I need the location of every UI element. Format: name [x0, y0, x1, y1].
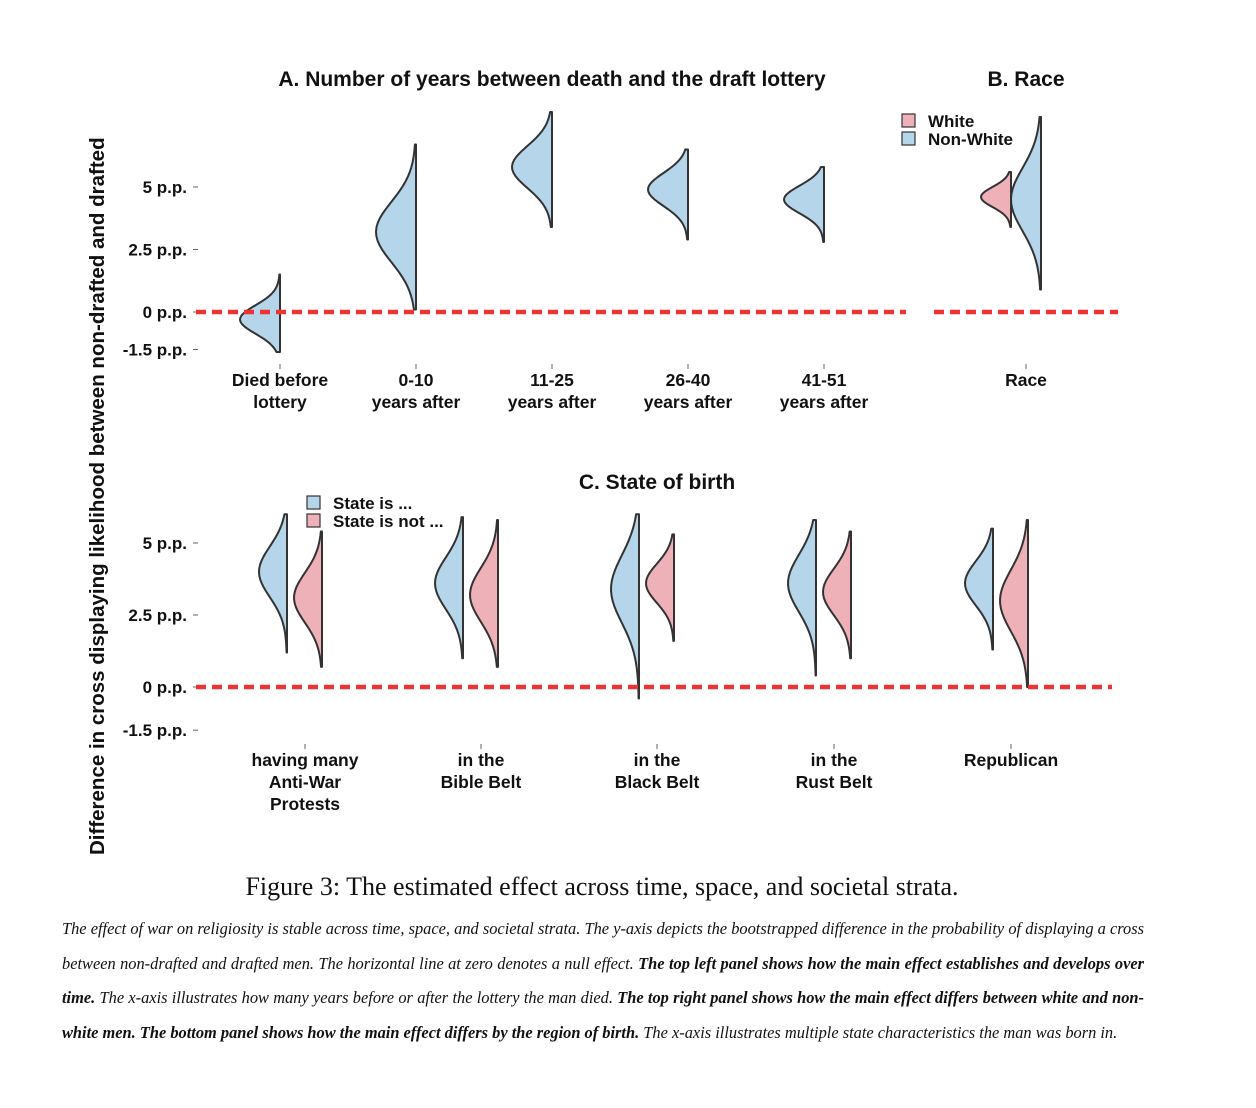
- panel-c-violin: [258, 513, 288, 654]
- panel-a-violin: [647, 148, 689, 241]
- panel-a-x-tick-label: 26-40: [666, 370, 711, 390]
- panel-c-violin: [645, 533, 675, 642]
- panel-c-state-of-birth: 5 p.p. 2.5 p.p. 0 p.p. -1.5 p.p. having many…: [123, 513, 1112, 814]
- panel-a-violin: [375, 143, 417, 311]
- legend-state: State is ... State is not ...: [306, 494, 444, 531]
- panel-c-x-tick-label: Black Belt: [615, 772, 700, 792]
- panel-c-y-tick-label: 2.5 p.p.: [128, 606, 187, 625]
- figure-caption-title: Figure 3: The estimated effect across ti…: [245, 872, 959, 901]
- legend-nonwhite-swatch: [901, 131, 916, 146]
- panel-c-x-tick-label: in the: [634, 750, 681, 770]
- panel-a-time: 5 p.p. 2.5 p.p. 0 p.p. -1.5 p.p. Died before…: [123, 111, 906, 412]
- y-axis-label: Difference in cross displaying likelihoo…: [86, 137, 109, 855]
- panel-b-violin: [1010, 116, 1042, 291]
- caption-text-3: The x-axis illustrates multiple state ch…: [639, 1022, 1118, 1042]
- legend-state-is-not-swatch: [306, 513, 321, 528]
- panel-a-x-tick-label: 0-10: [398, 370, 433, 390]
- panel-a-x-tick-label: Died before: [232, 370, 329, 390]
- legend-race: White Non-White: [901, 112, 1013, 149]
- figure-caption-body: The effect of war on religiosity is stab…: [62, 912, 1144, 1050]
- panel-b-title: B. Race: [987, 68, 1064, 91]
- panel-c-x-tick-label: Bible Belt: [441, 772, 522, 792]
- caption-text-2: The x-axis illustrates how many years be…: [95, 988, 618, 1007]
- panel-c-violin: [610, 513, 640, 700]
- panel-a-x-tick-label: 41-51: [802, 370, 847, 390]
- panel-c-x-tick-label: in the: [458, 750, 505, 770]
- legend-state-is-not-label: State is not ...: [333, 512, 444, 531]
- panel-c-y-tick-label: 5 p.p.: [143, 534, 187, 553]
- panel-b-x-tick-label: Race: [1005, 370, 1047, 390]
- panel-a-y-tick-label: 0 p.p.: [143, 303, 187, 322]
- panel-c-x-tick-label: Anti-War: [269, 772, 341, 792]
- panel-a-y-tick-label: -1.5 p.p.: [123, 341, 187, 360]
- panel-c-x-tick-label: Republican: [964, 750, 1058, 770]
- panel-a-x-tick-label: years after: [508, 392, 597, 412]
- panel-b-violin: [980, 171, 1012, 228]
- panel-a-x-tick-label: years after: [780, 392, 869, 412]
- panel-c-violin: [964, 527, 994, 651]
- panel-c-x-tick-label: having many: [252, 750, 359, 770]
- legend-nonwhite-label: Non-White: [928, 130, 1013, 149]
- panel-a-violin: [783, 166, 825, 243]
- panel-c-x-tick-label: Protests: [270, 794, 340, 814]
- legend-state-is-label: State is ...: [333, 494, 412, 513]
- panel-a-x-tick-label: years after: [372, 392, 461, 412]
- panel-a-x-tick-label: years after: [644, 392, 733, 412]
- legend-state-is-swatch: [306, 495, 321, 510]
- caption-bold-2: The top right panel shows how the main e…: [62, 988, 1144, 1042]
- panel-a-y-tick-label: 5 p.p.: [143, 178, 187, 197]
- figure-chart: 5 p.p. 2.5 p.p. 0 p.p. -1.5 p.p. Died before…: [86, 68, 1118, 855]
- panel-c-x-tick-label: Rust Belt: [796, 772, 873, 792]
- panel-c-violin: [434, 516, 464, 660]
- caption-text-1: The effect of war on religiosity is stab…: [62, 919, 1144, 973]
- panel-a-x-tick-label: lottery: [253, 392, 307, 412]
- legend-white-label: White: [928, 112, 974, 131]
- panel-c-x-tick-label: in the: [811, 750, 858, 770]
- panel-c-violin: [469, 518, 499, 668]
- panel-c-violin: [293, 530, 323, 668]
- panel-c-violin: [787, 518, 817, 677]
- caption-bold-1: The top left panel shows how the main ef…: [62, 953, 1145, 1008]
- legend-white-swatch: [901, 113, 916, 128]
- panel-b-race: Race: [934, 116, 1118, 390]
- panel-c-violin: [822, 530, 852, 660]
- panel-a-y-tick-label: 2.5 p.p.: [128, 241, 187, 260]
- panel-a-violin: [511, 111, 553, 228]
- panel-a-x-tick-label: 11-25: [530, 370, 574, 390]
- panel-c-violin: [999, 518, 1029, 688]
- panel-c-y-tick-label: -1.5 p.p.: [123, 721, 187, 740]
- panel-a-title: A. Number of years between death and the…: [278, 68, 826, 91]
- panel-c-title: C. State of birth: [579, 471, 735, 494]
- panel-c-y-tick-label: 0 p.p.: [143, 678, 187, 697]
